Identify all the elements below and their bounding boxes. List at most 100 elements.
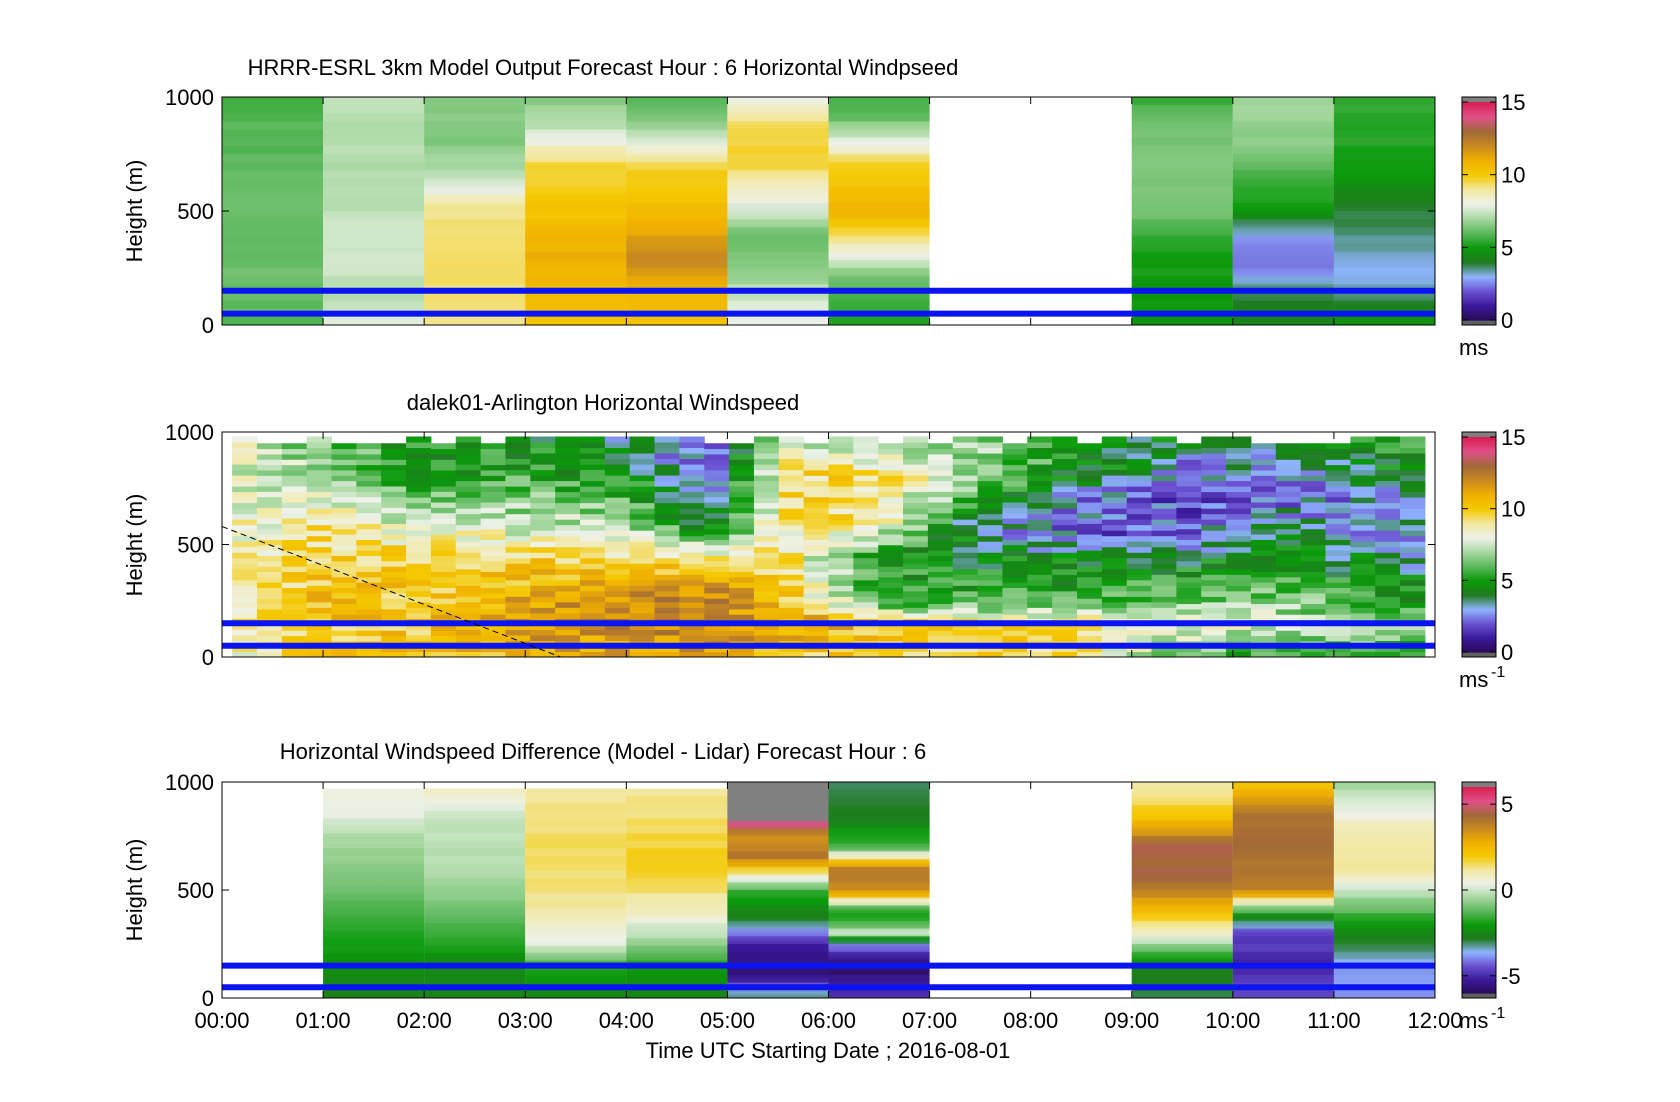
heatmap-band bbox=[323, 825, 425, 834]
heatmap-cell bbox=[704, 592, 730, 599]
colorbar-swatch bbox=[1462, 902, 1496, 905]
heatmap-band bbox=[1333, 235, 1435, 244]
heatmap-band bbox=[828, 178, 930, 187]
heatmap-cell bbox=[356, 443, 382, 450]
heatmap-band bbox=[1131, 268, 1233, 277]
heatmap-cell bbox=[381, 560, 407, 567]
heatmap-cell bbox=[331, 646, 357, 653]
heatmap-cell bbox=[1400, 552, 1426, 559]
heatmap-band bbox=[424, 990, 526, 998]
heatmap-cell bbox=[903, 519, 929, 526]
colorbar-swatch bbox=[1462, 185, 1496, 188]
heatmap-band bbox=[323, 194, 425, 203]
colorbar-swatch bbox=[1462, 941, 1496, 944]
heatmap-band bbox=[727, 194, 829, 203]
colorbar-swatch bbox=[1462, 531, 1496, 535]
heatmap-cell bbox=[480, 646, 506, 653]
heatmap-cell bbox=[381, 624, 407, 631]
heatmap-cell bbox=[281, 453, 308, 460]
heatmap-cell bbox=[1176, 528, 1202, 535]
heatmap-cell bbox=[679, 453, 705, 460]
heatmap-cell bbox=[1027, 508, 1053, 515]
heatmap-cell bbox=[903, 552, 929, 559]
colorbar-swatch bbox=[1462, 238, 1496, 241]
colorbar-swatch bbox=[1462, 632, 1496, 635]
heatmap-cell bbox=[853, 629, 879, 636]
heatmap-cell bbox=[1027, 458, 1053, 465]
colorbar-swatch bbox=[1462, 817, 1496, 821]
heatmap-band bbox=[626, 243, 728, 252]
y-tick-label: 1000 bbox=[165, 770, 214, 795]
heatmap-cell bbox=[430, 560, 457, 567]
heatmap-cell bbox=[1300, 614, 1326, 621]
heatmap-cell bbox=[505, 524, 531, 531]
heatmap-band bbox=[828, 859, 930, 867]
heatmap-band bbox=[1131, 843, 1233, 852]
heatmap-band bbox=[424, 97, 526, 106]
heatmap-band bbox=[1131, 805, 1233, 813]
colorbar-swatch bbox=[1462, 240, 1496, 243]
heatmap-cell bbox=[430, 587, 457, 594]
heatmap-cell bbox=[1250, 587, 1277, 594]
heatmap-cell bbox=[1226, 535, 1252, 542]
heatmap-cell bbox=[406, 563, 432, 570]
heatmap-cell bbox=[654, 453, 680, 460]
heatmap-cell bbox=[455, 568, 482, 575]
heatmap-band bbox=[424, 227, 526, 236]
heatmap-cell bbox=[1375, 497, 1401, 504]
heatmap-cell bbox=[455, 519, 482, 526]
heatmap-cell bbox=[903, 535, 929, 542]
heatmap-cell bbox=[753, 629, 780, 636]
heatmap-band bbox=[727, 154, 829, 163]
heatmap-cell bbox=[1350, 519, 1376, 526]
colorbar-swatch bbox=[1462, 915, 1496, 919]
heatmap-cell bbox=[729, 475, 755, 482]
heatmap-cell bbox=[927, 448, 954, 455]
heatmap-cell bbox=[1375, 480, 1401, 487]
heatmap-cell bbox=[1101, 601, 1128, 608]
heatmap-cell bbox=[704, 502, 730, 508]
heatmap-band bbox=[727, 227, 829, 236]
heatmap-cell bbox=[1201, 524, 1227, 531]
heatmap-band bbox=[1131, 974, 1233, 983]
heatmap-band bbox=[525, 840, 627, 849]
heatmap-cell bbox=[778, 453, 805, 460]
heatmap-cell bbox=[952, 436, 979, 443]
heatmap-band bbox=[1131, 913, 1233, 921]
heatmap-cell bbox=[1226, 497, 1252, 504]
heatmap-band bbox=[323, 803, 425, 811]
heatmap-cell bbox=[803, 608, 829, 615]
heatmap-cell bbox=[803, 534, 829, 540]
heatmap-cell bbox=[1375, 623, 1401, 630]
heatmap-band bbox=[525, 292, 627, 301]
heatmap-cell bbox=[1275, 576, 1302, 583]
heatmap-cell bbox=[1350, 557, 1376, 564]
heatmap-band bbox=[1131, 936, 1233, 944]
heatmap-cell bbox=[1226, 557, 1252, 564]
heatmap-cell bbox=[604, 486, 631, 493]
heatmap-cell bbox=[1002, 459, 1028, 466]
heatmap-band bbox=[727, 268, 829, 277]
heatmap-cell bbox=[1250, 614, 1277, 621]
colorbar-swatch bbox=[1462, 787, 1496, 790]
heatmap-cell bbox=[455, 508, 482, 515]
heatmap-band bbox=[828, 211, 930, 220]
heatmap-band bbox=[828, 300, 930, 309]
heatmap-cell bbox=[604, 508, 631, 515]
heatmap-cell bbox=[1052, 453, 1078, 460]
heatmap-cell bbox=[927, 453, 954, 460]
colorbar-swatch bbox=[1462, 922, 1496, 925]
heatmap-band bbox=[828, 913, 930, 921]
heatmap-cell bbox=[952, 497, 979, 504]
heatmap-cell bbox=[1176, 502, 1202, 508]
heatmap-cell bbox=[903, 612, 929, 619]
heatmap-band bbox=[323, 863, 425, 871]
heatmap-cell bbox=[232, 436, 258, 443]
heatmap-cell bbox=[331, 635, 357, 642]
heatmap-cell bbox=[1375, 447, 1401, 454]
heatmap-cell bbox=[406, 502, 432, 509]
heatmap-band bbox=[1333, 219, 1435, 228]
heatmap-cell bbox=[729, 550, 755, 556]
heatmap-cell bbox=[828, 579, 854, 586]
heatmap-cell bbox=[1250, 534, 1277, 540]
